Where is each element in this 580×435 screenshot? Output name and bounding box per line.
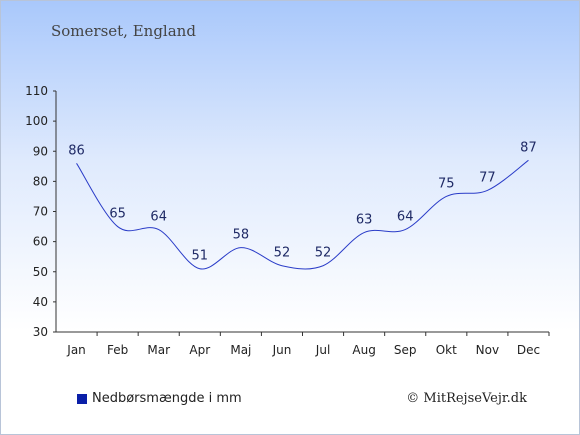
data-label: 75: [438, 176, 455, 191]
x-tick-label: Jan: [66, 343, 86, 357]
series-line: [76, 159, 529, 270]
legend: Nedbørsmængde i mm: [77, 391, 242, 406]
y-tick-label: 80: [33, 174, 48, 188]
data-label: 65: [109, 207, 126, 222]
x-tick-label: Apr: [189, 343, 210, 357]
x-tick-label: Okt: [436, 343, 457, 357]
axes: 30 40 50 60 70 80 90 100 110 Jan Feb Mar Apr Maj Jun Ju…: [25, 84, 550, 357]
x-tick-label: Nov: [476, 343, 499, 357]
x-tick-label: Dec: [517, 343, 540, 357]
y-tick-label: 70: [33, 205, 48, 219]
data-label: 86: [68, 143, 85, 158]
y-tick-label: 100: [25, 114, 48, 128]
legend-swatch: [77, 393, 87, 404]
data-labels: 86 65 64 51 58 52 52 63 64 75 77 87: [68, 140, 536, 263]
x-tick-label: Maj: [230, 343, 251, 357]
x-tick-label: Feb: [107, 343, 128, 357]
data-label: 63: [356, 213, 373, 228]
data-label: 51: [192, 249, 209, 264]
legend-label: Nedbørsmængde i mm: [92, 391, 242, 406]
x-tick-label: Mar: [147, 343, 170, 357]
data-label: 58: [233, 228, 250, 243]
y-tick-label: 50: [33, 265, 48, 279]
x-tick-label: Sep: [394, 343, 417, 357]
data-label: 77: [479, 170, 496, 185]
data-label: 87: [520, 140, 537, 155]
credit-text: © MitRejseVejr.dk: [406, 391, 527, 406]
data-label: 64: [150, 210, 167, 225]
data-label: 64: [397, 210, 414, 225]
x-tick-label: Aug: [352, 343, 375, 357]
x-tick-label: Jun: [272, 343, 292, 357]
y-tick-label: 90: [33, 144, 48, 158]
y-tick-label: 60: [33, 235, 48, 249]
x-tick-label: Jul: [315, 343, 330, 357]
data-label: 52: [315, 246, 332, 261]
chart-subtitle: Somerset, England: [51, 22, 196, 40]
y-tick-label: 40: [33, 295, 48, 309]
data-label: 52: [274, 246, 291, 261]
y-tick-label: 30: [33, 325, 48, 339]
y-tick-label: 110: [25, 84, 48, 98]
